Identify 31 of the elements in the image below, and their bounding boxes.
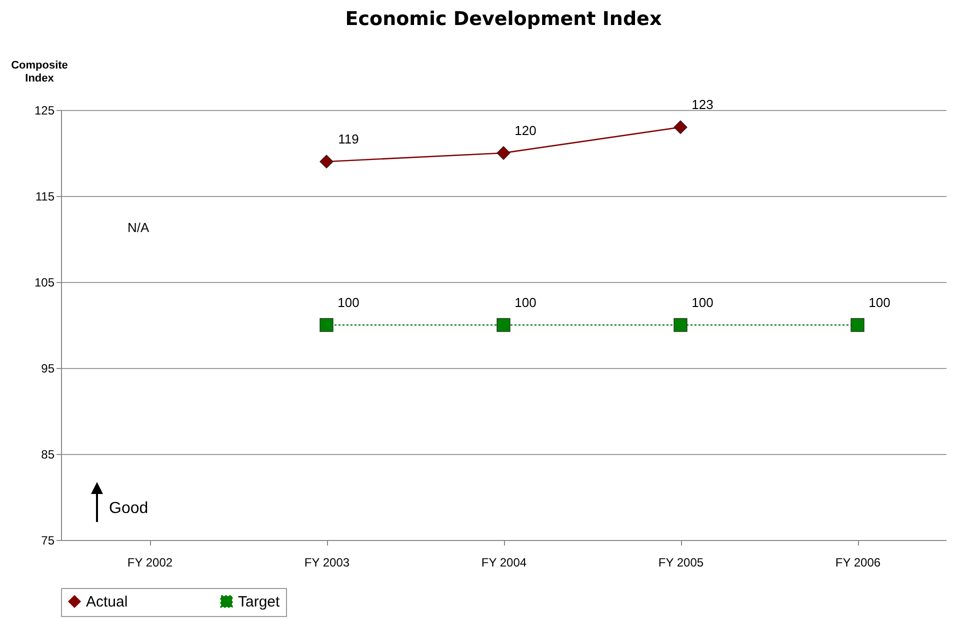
point xyxy=(674,120,688,134)
y-tick-label: 75 xyxy=(41,534,55,548)
y-tick-label: 115 xyxy=(35,190,55,204)
data-label: 100 xyxy=(514,295,536,310)
legend-label: Actual xyxy=(86,594,128,611)
y-tick-label: 105 xyxy=(34,276,55,290)
point xyxy=(320,154,334,168)
point xyxy=(850,318,864,332)
chart-title: Economic Development Index xyxy=(345,8,662,30)
x-tick-label: FY 2003 xyxy=(304,556,350,570)
legend-label: Target xyxy=(238,594,281,611)
data-label: 100 xyxy=(868,295,890,310)
x-tick-label: FY 2004 xyxy=(481,556,527,570)
y-tick-label: 125 xyxy=(34,104,55,118)
data-label: 123 xyxy=(692,97,714,112)
x-tick-label: FY 2006 xyxy=(835,556,881,570)
data-label: 119 xyxy=(338,132,359,147)
data-label: 100 xyxy=(338,295,360,310)
x-tick-label: FY 2005 xyxy=(658,556,704,570)
data-label: 100 xyxy=(692,295,714,310)
annotation: N/A xyxy=(128,220,150,236)
y-axis-title: Composite Index xyxy=(11,60,68,84)
point xyxy=(320,318,334,332)
data-label: 120 xyxy=(514,123,536,138)
x-tick-label: FY 2002 xyxy=(127,556,173,570)
point xyxy=(496,318,510,332)
y-tick-label: 85 xyxy=(41,448,55,462)
point xyxy=(496,146,510,160)
annotation: Good xyxy=(109,500,148,518)
y-tick-label: 95 xyxy=(41,362,55,376)
point xyxy=(674,318,688,332)
